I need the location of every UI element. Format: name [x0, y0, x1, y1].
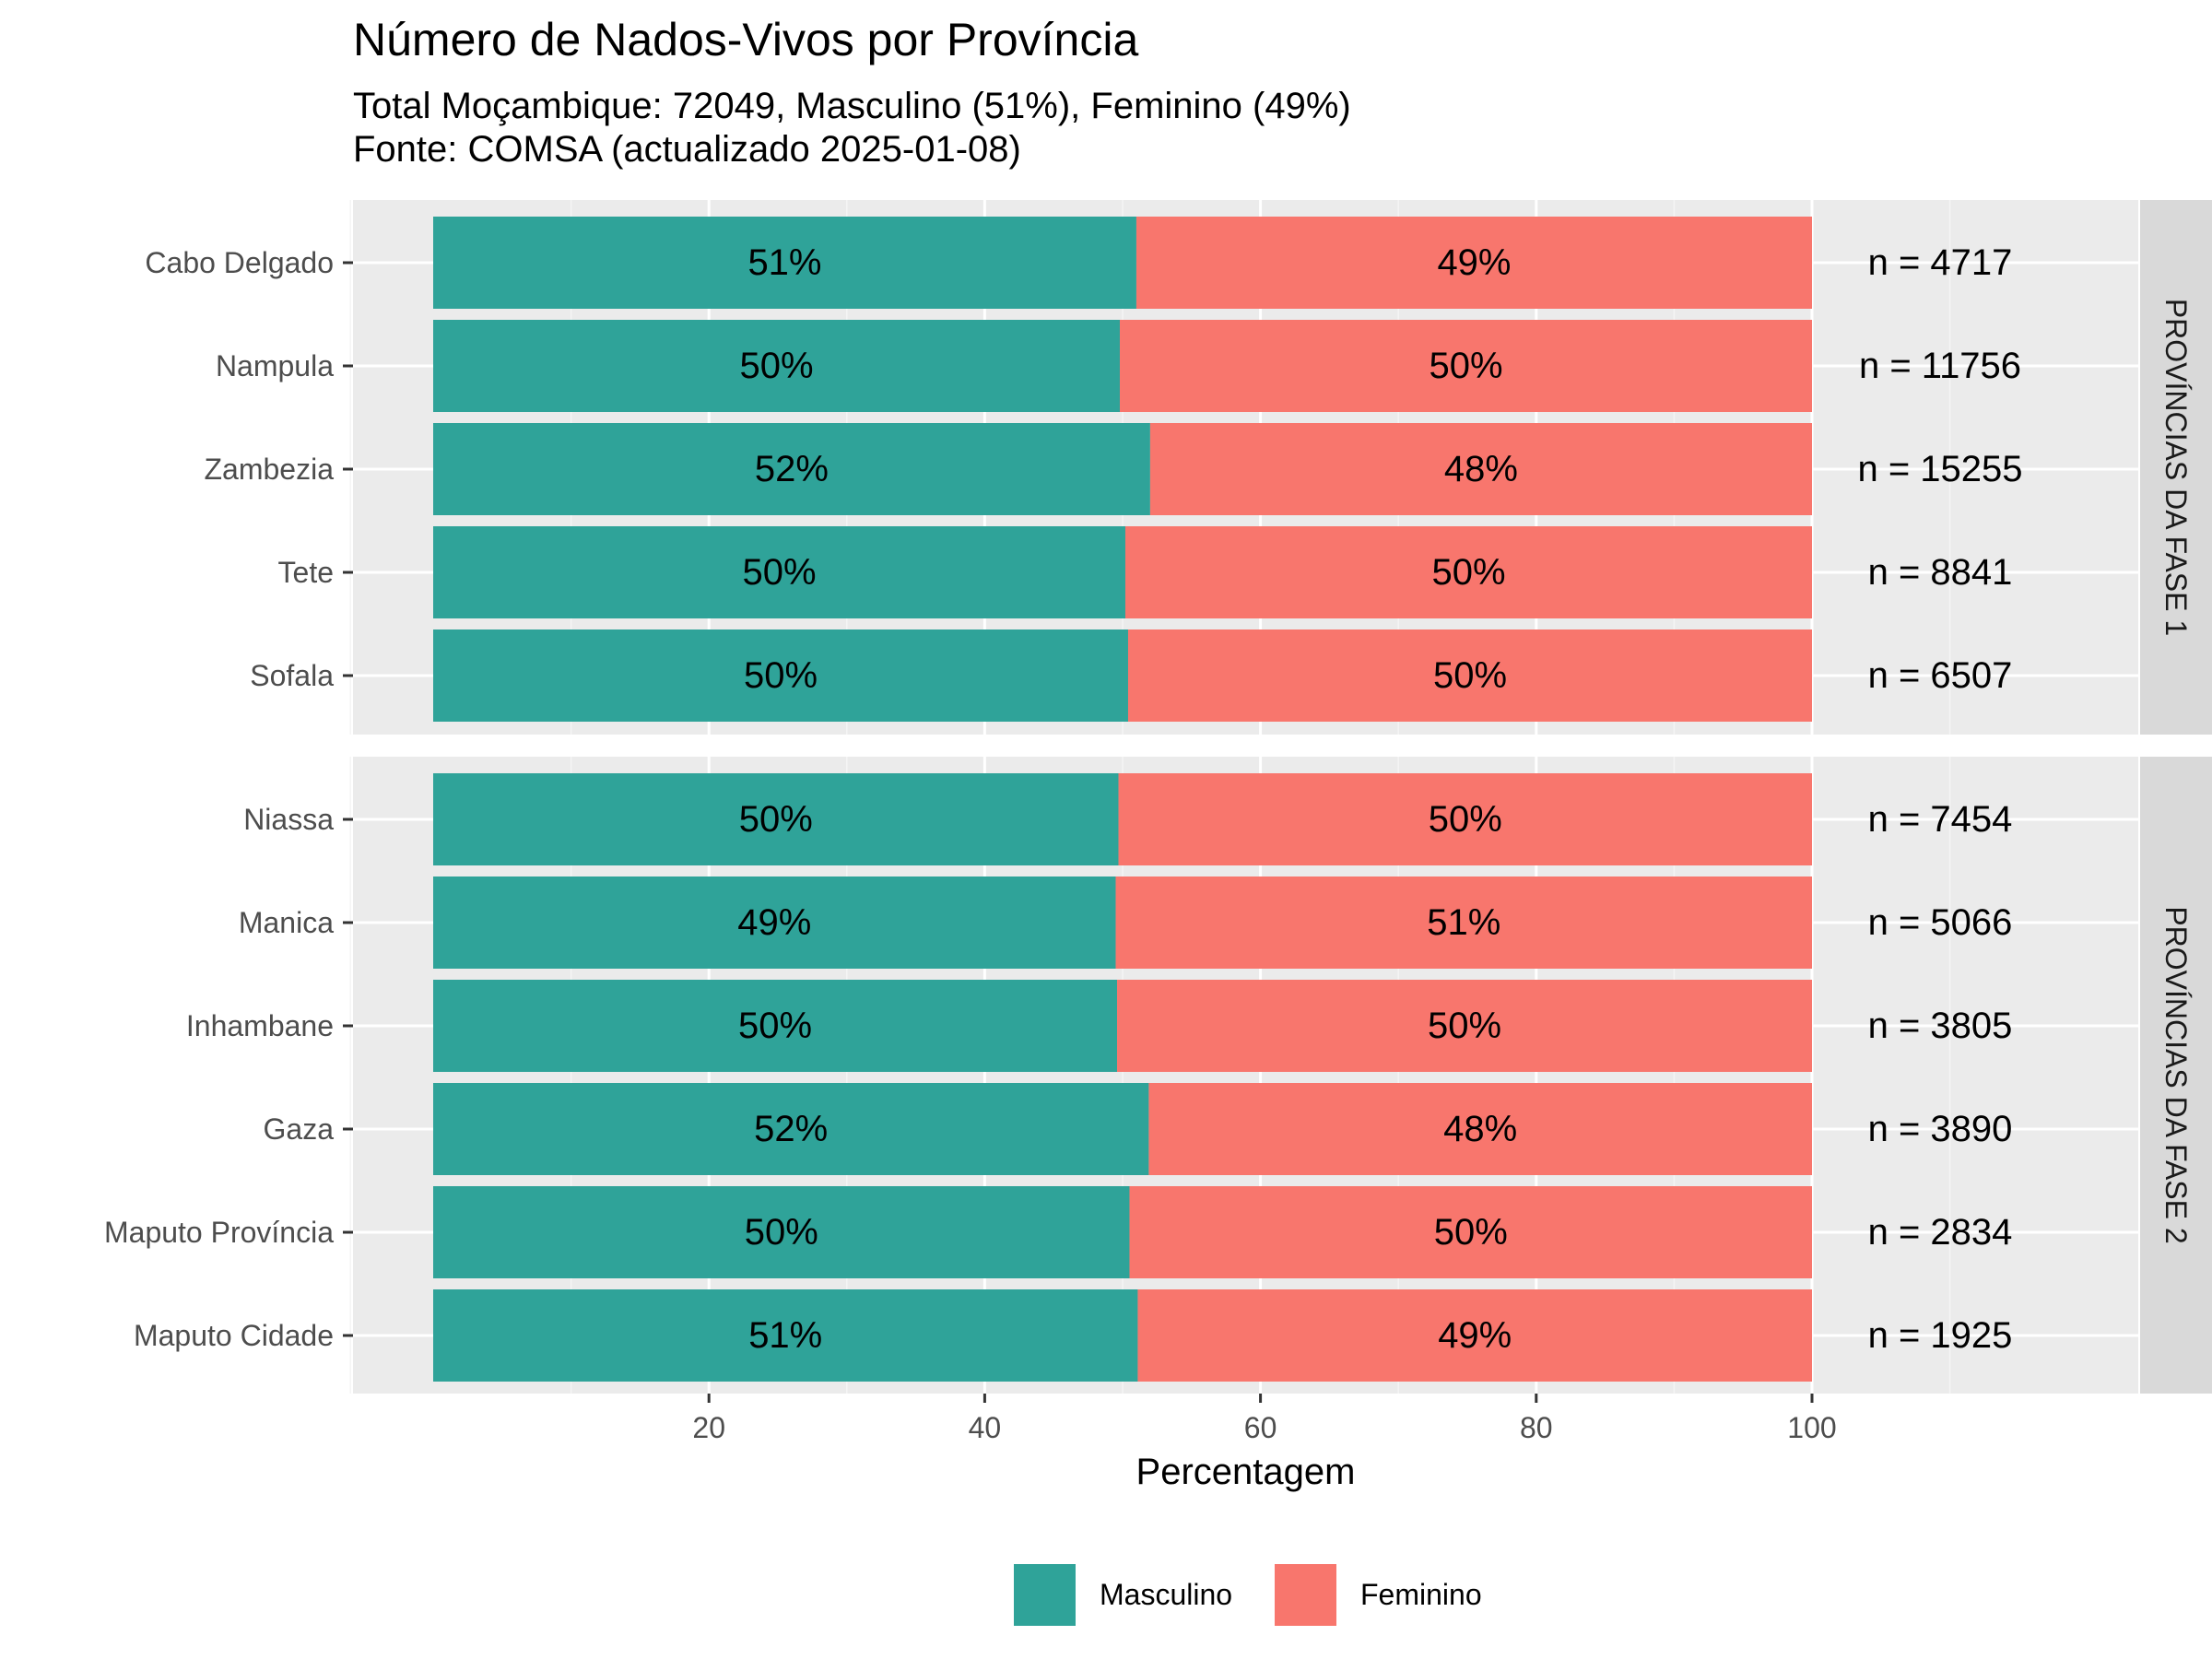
legend-label-masculino: Masculino	[1100, 1578, 1232, 1611]
n-label-sofala: n = 6507	[1868, 655, 2013, 696]
n-label-gaza: n = 3890	[1868, 1109, 2013, 1149]
bar-feminino-tete	[1124, 526, 1812, 618]
x-tick-label-80: 80	[1520, 1411, 1553, 1444]
facet-strip-label: PROVÍNCIAS DA FASE 2	[2159, 906, 2193, 1243]
chart-subtitle-total: Total Moçambique: 72049, Masculino (51%)…	[353, 86, 1351, 126]
data-label-feminino-nampula: 50%	[1429, 346, 1502, 386]
y-tick-label-tete: Tete	[278, 556, 334, 589]
data-label-feminino-tete: 50%	[1431, 552, 1505, 593]
data-label-masculino-tete: 50%	[742, 552, 816, 593]
bar-feminino-zambezia	[1149, 423, 1812, 515]
data-label-masculino-niassa: 50%	[739, 799, 813, 840]
bar-masculino-niassa	[433, 773, 1119, 865]
bar-masculino-maputo-cidade	[433, 1289, 1138, 1382]
bar-feminino-niassa	[1118, 773, 1812, 865]
bar-masculino-cabo-delgado	[433, 217, 1136, 309]
n-label-cabo-delgado: n = 4717	[1868, 242, 2013, 283]
bar-feminino-maputo-provincia	[1129, 1186, 1812, 1278]
bar-feminino-gaza	[1148, 1083, 1812, 1175]
y-tick-label-sofala: Sofala	[250, 659, 334, 692]
n-label-inhambane: n = 3805	[1868, 1006, 2013, 1046]
bar-masculino-inhambane	[433, 980, 1118, 1072]
facet-strip	[2140, 757, 2212, 1394]
bar-masculino-tete	[433, 526, 1125, 618]
facet-strip-label: PROVÍNCIAS DA FASE 1	[2159, 299, 2193, 636]
data-label-masculino-sofala: 50%	[744, 655, 818, 696]
data-label-feminino-maputo-cidade: 49%	[1438, 1315, 1512, 1356]
y-tick-label-maputo-provincia: Maputo Província	[104, 1216, 334, 1249]
data-label-feminino-sofala: 50%	[1433, 655, 1507, 696]
data-label-feminino-zambezia: 48%	[1444, 449, 1518, 489]
data-label-masculino-maputo-cidade: 51%	[748, 1315, 822, 1356]
n-label-tete: n = 8841	[1868, 552, 2013, 593]
data-label-feminino-cabo-delgado: 49%	[1437, 242, 1511, 283]
x-tick-label-40: 40	[969, 1411, 1002, 1444]
data-label-feminino-manica: 51%	[1427, 902, 1500, 943]
data-label-masculino-nampula: 50%	[739, 346, 813, 386]
bar-feminino-sofala	[1127, 629, 1812, 722]
data-label-masculino-cabo-delgado: 51%	[747, 242, 821, 283]
bar-masculino-gaza	[433, 1083, 1149, 1175]
data-label-feminino-inhambane: 50%	[1428, 1006, 1501, 1046]
facet-strip	[2140, 200, 2212, 735]
data-label-masculino-manica: 49%	[737, 902, 811, 943]
bar-feminino-nampula	[1120, 320, 1812, 412]
legend-key-feminino	[1275, 1564, 1336, 1626]
n-label-manica: n = 5066	[1868, 902, 2013, 943]
bar-masculino-manica	[433, 877, 1116, 969]
n-label-nampula: n = 11756	[1859, 346, 2021, 386]
y-tick-label-maputo-cidade: Maputo Cidade	[134, 1319, 334, 1352]
bar-masculino-maputo-provincia	[433, 1186, 1130, 1278]
data-label-masculino-maputo-provincia: 50%	[745, 1212, 818, 1253]
data-label-masculino-gaza: 52%	[754, 1109, 828, 1149]
bar-masculino-nampula	[433, 320, 1121, 412]
bar-feminino-maputo-cidade	[1137, 1289, 1812, 1382]
n-label-maputo-cidade: n = 1925	[1868, 1315, 2013, 1356]
bar-feminino-inhambane	[1117, 980, 1812, 1072]
x-tick-label-20: 20	[692, 1411, 725, 1444]
bar-masculino-zambezia	[433, 423, 1150, 515]
y-tick-label-manica: Manica	[239, 906, 334, 939]
legend-key-masculino	[1014, 1564, 1076, 1626]
y-tick-label-inhambane: Inhambane	[186, 1009, 334, 1042]
y-tick-label-zambezia: Zambezia	[205, 453, 335, 486]
legend-label-feminino: Feminino	[1360, 1578, 1482, 1611]
data-label-masculino-inhambane: 50%	[738, 1006, 812, 1046]
y-tick-label-niassa: Niassa	[243, 803, 334, 836]
chart-subtitle-source: Fonte: COMSA (actualizado 2025-01-08)	[353, 129, 1021, 170]
x-axis-title: Percentagem	[1136, 1452, 1356, 1492]
n-label-niassa: n = 7454	[1868, 799, 2013, 840]
x-tick-label-60: 60	[1244, 1411, 1277, 1444]
x-tick-label-100: 100	[1787, 1411, 1836, 1444]
y-tick-label-gaza: Gaza	[264, 1112, 335, 1146]
bar-feminino-cabo-delgado	[1135, 217, 1812, 309]
data-label-feminino-niassa: 50%	[1429, 799, 1502, 840]
n-label-zambezia: n = 15255	[1857, 449, 2022, 489]
chart-title: Número de Nados-Vivos por Província	[353, 14, 1139, 65]
y-tick-label-cabo-delgado: Cabo Delgado	[145, 246, 334, 279]
bar-masculino-sofala	[433, 629, 1128, 722]
data-label-masculino-zambezia: 52%	[755, 449, 829, 489]
n-label-maputo-provincia: n = 2834	[1868, 1212, 2013, 1253]
data-label-feminino-maputo-provincia: 50%	[1434, 1212, 1508, 1253]
bar-feminino-manica	[1115, 877, 1812, 969]
data-label-feminino-gaza: 48%	[1443, 1109, 1517, 1149]
y-tick-label-nampula: Nampula	[216, 349, 334, 382]
